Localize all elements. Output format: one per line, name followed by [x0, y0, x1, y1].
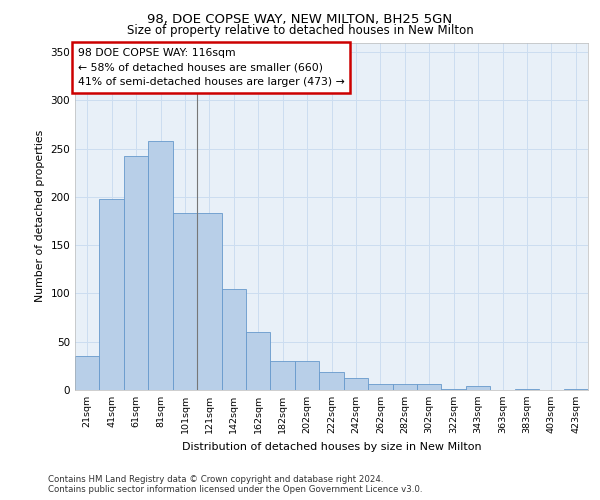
- Bar: [75, 356, 100, 390]
- Bar: [100, 199, 124, 390]
- Bar: [442, 389, 466, 390]
- Text: Contains HM Land Registry data © Crown copyright and database right 2024.: Contains HM Land Registry data © Crown c…: [48, 475, 383, 484]
- Bar: [124, 156, 148, 390]
- Text: Contains public sector information licensed under the Open Government Licence v3: Contains public sector information licen…: [48, 485, 422, 494]
- Text: 98 DOE COPSE WAY: 116sqm
← 58% of detached houses are smaller (660)
41% of semi-: 98 DOE COPSE WAY: 116sqm ← 58% of detach…: [77, 48, 344, 88]
- Bar: [563, 389, 588, 390]
- Y-axis label: Number of detached properties: Number of detached properties: [35, 130, 45, 302]
- Bar: [466, 386, 490, 390]
- X-axis label: Distribution of detached houses by size in New Milton: Distribution of detached houses by size …: [182, 442, 481, 452]
- Bar: [368, 384, 392, 390]
- Bar: [271, 361, 295, 390]
- Bar: [417, 384, 442, 390]
- Bar: [173, 214, 197, 390]
- Bar: [295, 361, 319, 390]
- Bar: [148, 141, 173, 390]
- Bar: [392, 384, 417, 390]
- Text: 98, DOE COPSE WAY, NEW MILTON, BH25 5GN: 98, DOE COPSE WAY, NEW MILTON, BH25 5GN: [148, 12, 452, 26]
- Bar: [246, 332, 271, 390]
- Bar: [319, 372, 344, 390]
- Bar: [197, 214, 221, 390]
- Bar: [221, 288, 246, 390]
- Bar: [344, 378, 368, 390]
- Bar: [515, 389, 539, 390]
- Text: Size of property relative to detached houses in New Milton: Size of property relative to detached ho…: [127, 24, 473, 37]
